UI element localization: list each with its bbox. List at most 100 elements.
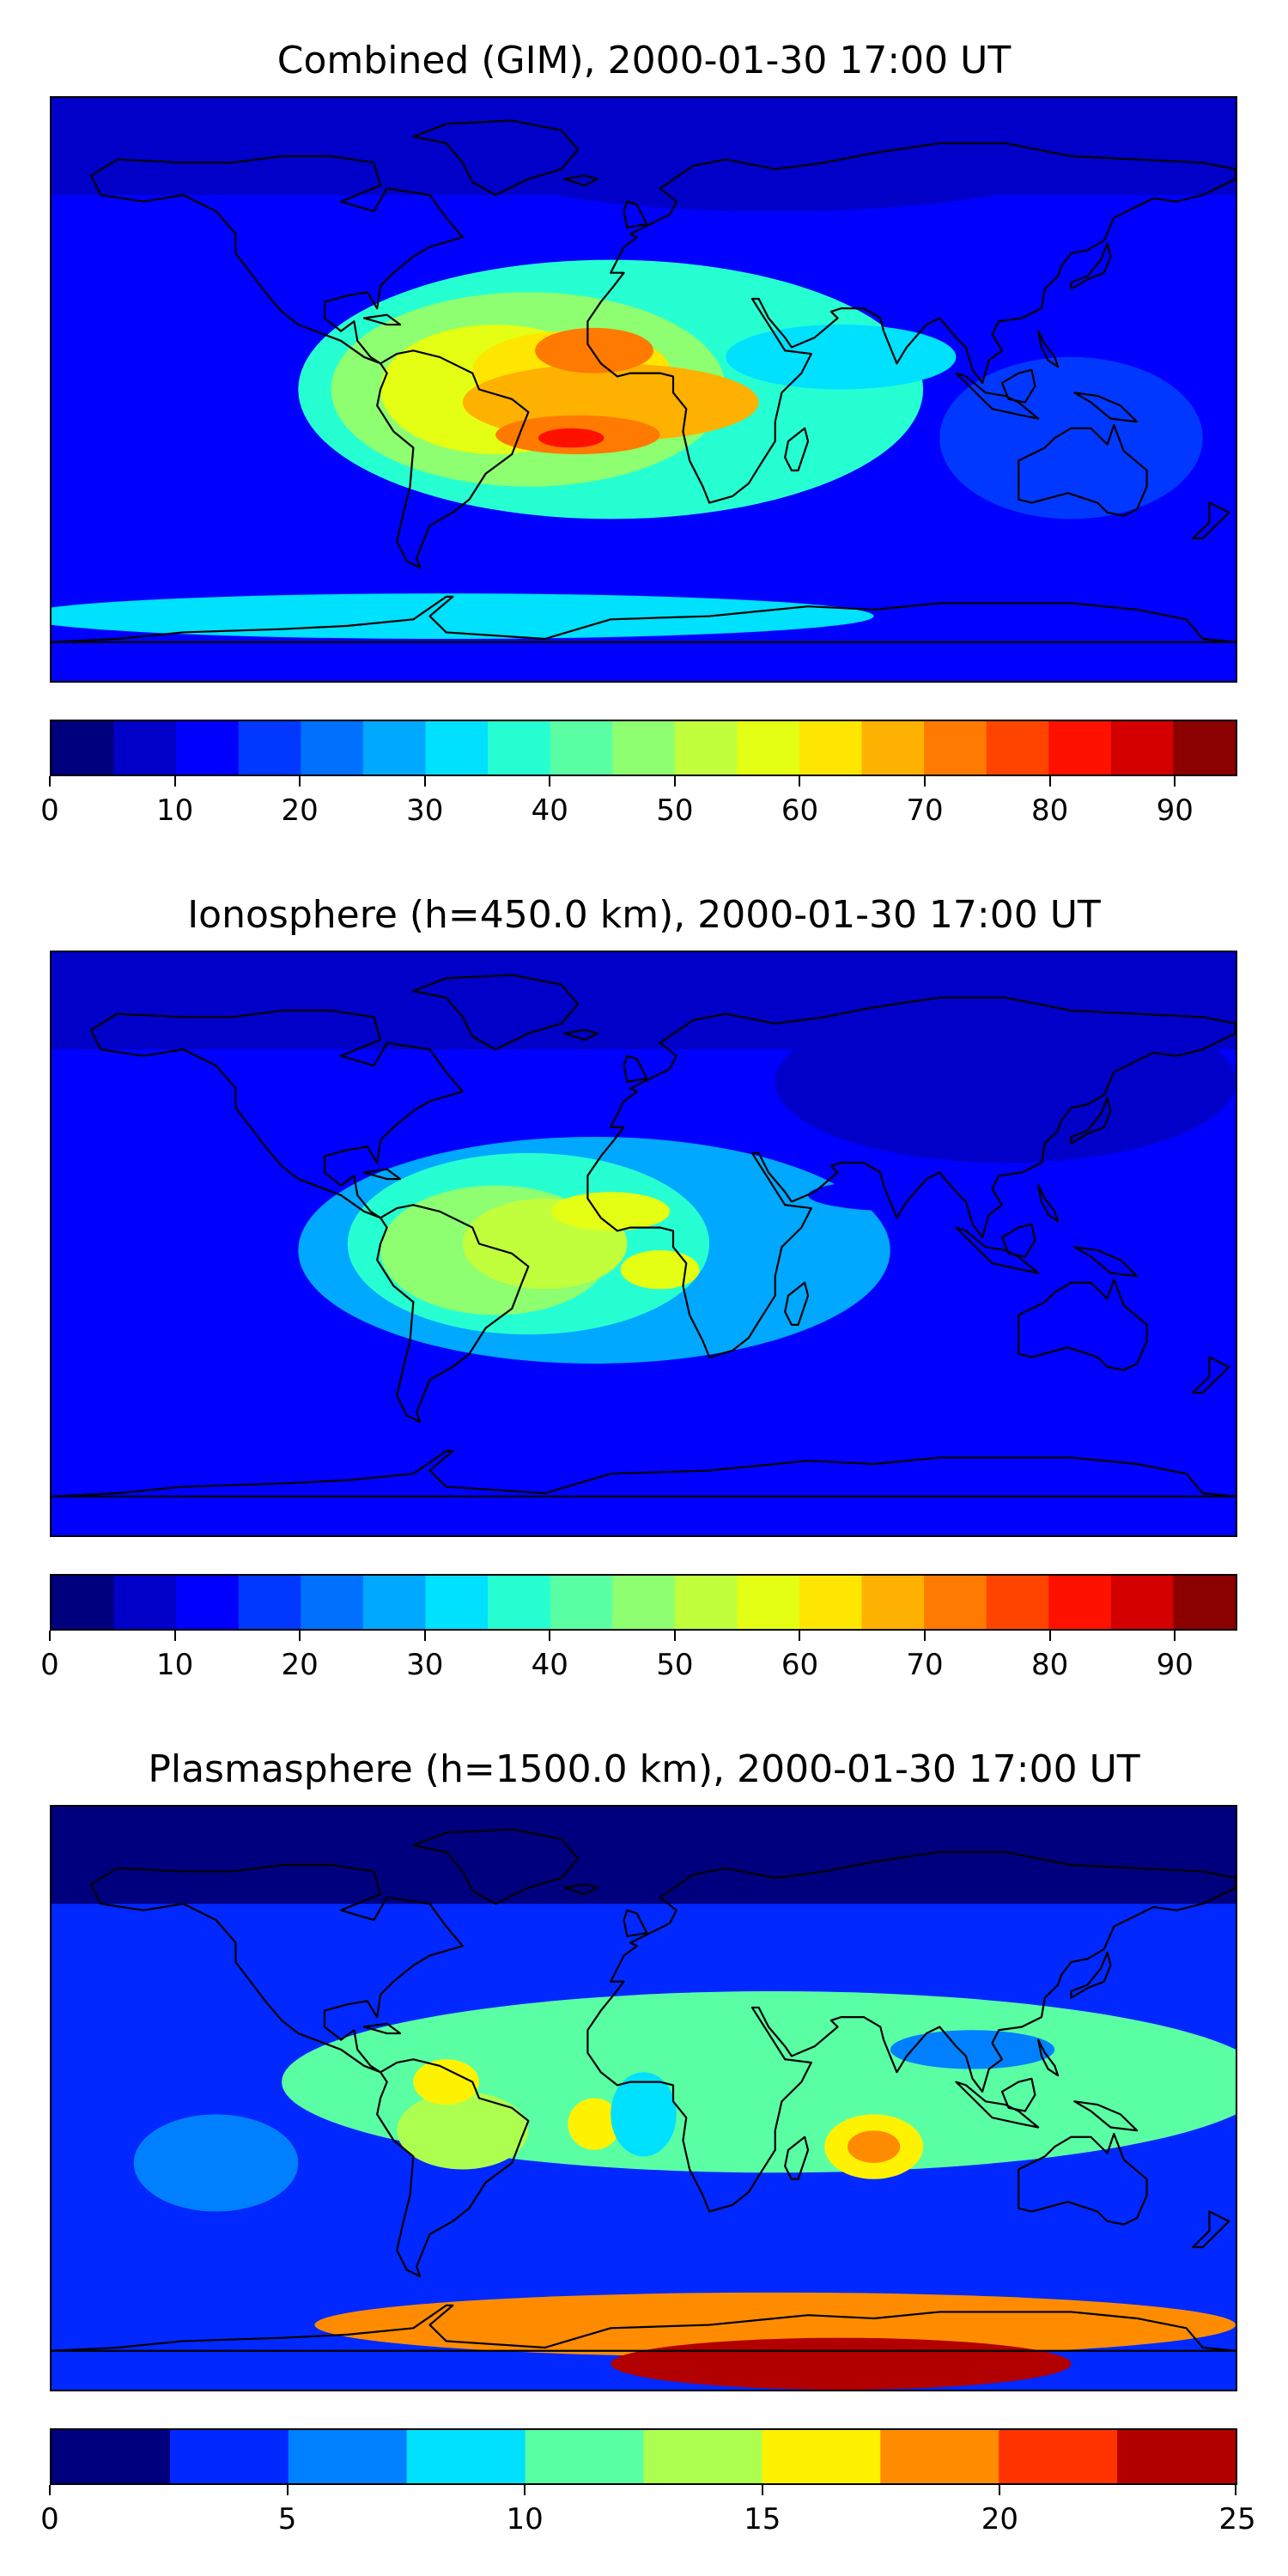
map-svg-plasmasphere	[52, 1807, 1236, 2390]
coastline-north-america	[89, 1009, 464, 1219]
colorbar-tick-mark	[549, 1631, 551, 1641]
colorbar-tick-label: 10	[506, 2502, 544, 2537]
colorbar-swatch-18	[1173, 1576, 1236, 1629]
coastline-japan	[1070, 1951, 1112, 1999]
colorbar-swatch-6	[762, 2430, 881, 2483]
colorbar-tick-mark	[1235, 2485, 1236, 2495]
colorbar-svg-ionosphere	[52, 1576, 1236, 1629]
map-contour-region-3	[413, 2059, 479, 2105]
colorbar-swatch-1	[113, 1576, 177, 1629]
colorbar-tick-mark	[799, 1631, 801, 1641]
coastline-indonesia	[955, 2081, 1040, 2129]
map-contour-region-10	[611, 2337, 1072, 2390]
coastline-north-america	[89, 1863, 464, 2074]
colorbar-tick-mark	[1048, 776, 1051, 787]
coastline-japan	[1070, 242, 1112, 290]
coastline-south-america	[376, 349, 530, 569]
colorbar-swatch-0	[52, 1576, 115, 1629]
coastline-borneo	[1000, 2077, 1036, 2112]
colorbar-swatch-17	[1110, 721, 1174, 775]
colorbar-tick-label: 5	[277, 2502, 297, 2537]
colorbar-swatch-14	[924, 721, 987, 775]
colorbar-swatch-15	[986, 721, 1049, 775]
coastline-iceland	[563, 174, 598, 186]
colorbar-swatch-2	[176, 1576, 240, 1629]
colorbar-swatch-1	[169, 2430, 289, 2483]
colorbar-tick-label: 0	[40, 793, 59, 828]
coastline-uk	[623, 1054, 648, 1084]
colorbar-tick-label: 0	[40, 2502, 59, 2537]
map-contour-region-7	[538, 428, 605, 448]
colorbar-tick-label: 20	[281, 1648, 319, 1682]
colorbar-tick-mark	[999, 2485, 1001, 2495]
coastline-japan	[1070, 1097, 1112, 1145]
colorbar-svg-combined	[52, 721, 1236, 775]
colorbar-swatch-3	[406, 2430, 526, 2483]
chart-title-combined: Combined (GIM), 2000-01-30 17:00 UT	[276, 39, 1012, 82]
coastline-new-guinea	[1073, 1246, 1139, 1278]
colorbar-swatch-15	[986, 1576, 1049, 1629]
chart-title-plasmasphere: Plasmasphere (h=1500.0 km), 2000-01-30 1…	[148, 1747, 1140, 1791]
colorbar-tick-mark	[924, 1631, 927, 1641]
coastline-philippines	[1037, 1184, 1060, 1223]
colorbar-swatch-6	[425, 721, 489, 775]
colorbar-swatch-7	[488, 721, 551, 775]
coastline-borneo	[1000, 1223, 1036, 1258]
colorbar-swatch-7	[488, 1576, 551, 1629]
chart-title-ionosphere: Ionosphere (h=450.0 km), 2000-01-30 17:0…	[187, 893, 1101, 937]
map-contour-region-11	[478, 113, 1072, 212]
coastline-new-guinea	[1073, 392, 1139, 423]
colorbar-tick-label: 40	[531, 793, 568, 828]
coastline-south-america	[376, 1204, 530, 1424]
colorbar-swatch-16	[1048, 721, 1112, 775]
coastline-australia	[1018, 2132, 1148, 2226]
map-contour-region-8	[726, 325, 957, 390]
map-contour-region-6	[847, 2130, 901, 2163]
coastline-eurasia-africa	[586, 142, 1236, 504]
map-contour-region-4	[568, 2098, 621, 2150]
coastline-new-zealand	[1192, 2210, 1230, 2249]
colorbar-swatch-9	[612, 721, 676, 775]
colorbar-tick-label: 0	[40, 1648, 59, 1682]
colorbar-tick-label: 80	[1030, 1648, 1069, 1682]
coastline-cuba	[362, 2022, 402, 2035]
colorbar-tick-mark	[423, 1631, 426, 1641]
colorbar-tick-mark	[173, 1631, 176, 1641]
coastline-madagascar	[784, 2136, 810, 2180]
map-contour-region-7	[808, 1179, 1005, 1212]
coastline-indonesia	[955, 372, 1040, 420]
colorbar-tick-label: 20	[981, 2502, 1019, 2537]
colorbar-ticks-plasmasphere: 0 5 10 15 20 25	[40, 2485, 1256, 2537]
colorbar-tick-mark	[299, 776, 301, 787]
coastline-philippines	[1037, 330, 1060, 368]
colorbar-tick-mark	[673, 1631, 676, 1641]
map-svg-ionosphere	[52, 952, 1236, 1535]
coastline-borneo	[1000, 368, 1036, 404]
map-contour-region-5	[535, 327, 653, 374]
map-contour-region-10	[52, 593, 874, 639]
coastline-uk	[623, 200, 648, 229]
map-polar-band	[52, 1807, 1236, 1905]
colorbar-swatch-10	[674, 721, 738, 775]
coastline-iceland	[563, 1883, 598, 1895]
colorbar-tick-label: 90	[1156, 1648, 1194, 1682]
colorbar-tick-mark	[286, 2485, 289, 2495]
map-contour-region-1	[133, 2114, 299, 2212]
colorbar-swatch-1	[113, 721, 177, 775]
coastline-greenland	[412, 974, 580, 1051]
colorbar-swatch-4	[525, 2430, 644, 2483]
colorbar-tick-label: 50	[656, 1648, 694, 1682]
colorbar-swatch-5	[362, 721, 426, 775]
colorbar-tick-mark	[524, 2485, 526, 2495]
coastline-north-america	[89, 155, 464, 365]
colorbar-swatch-6	[425, 1576, 489, 1629]
map-contour-region-6	[775, 1000, 1236, 1163]
colorbar-swatch-7	[880, 2430, 999, 2483]
colorbar-swatch-0	[52, 2430, 171, 2483]
colorbar-tick-mark	[549, 776, 551, 787]
colorbar-ticks-ionosphere: 0 10 20 30 40 50 60 70 80 90	[40, 1631, 1237, 1682]
colorbar-swatch-12	[799, 721, 863, 775]
colorbar-tick-label: 70	[906, 793, 944, 828]
colorbar-swatch-17	[1110, 1576, 1174, 1629]
colorbar-tick-mark	[1174, 776, 1176, 787]
